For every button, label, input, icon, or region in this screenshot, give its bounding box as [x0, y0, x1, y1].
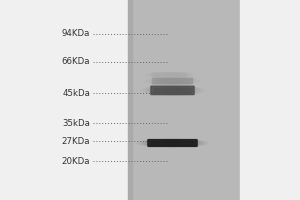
Ellipse shape [147, 140, 198, 146]
Bar [0, 0, 130, 200]
Bar [128, 0, 132, 200]
Text: 35kDa: 35kDa [62, 118, 90, 128]
Ellipse shape [160, 141, 185, 145]
FancyBboxPatch shape [148, 140, 197, 146]
Text: 94KDa: 94KDa [61, 29, 90, 38]
Ellipse shape [152, 87, 193, 94]
Text: 66KDa: 66KDa [61, 58, 90, 66]
Ellipse shape [164, 88, 181, 93]
Ellipse shape [159, 87, 186, 93]
Bar [240, 0, 300, 200]
Ellipse shape [150, 140, 195, 146]
Ellipse shape [152, 140, 193, 146]
Ellipse shape [164, 79, 181, 83]
Ellipse shape [163, 141, 182, 145]
Ellipse shape [162, 79, 183, 83]
Bar [151, 141, 194, 145]
Ellipse shape [165, 141, 180, 145]
Text: 20KDa: 20KDa [61, 156, 90, 166]
Ellipse shape [157, 87, 188, 94]
Ellipse shape [155, 140, 190, 146]
Ellipse shape [162, 88, 183, 93]
Bar [130, 0, 240, 200]
Ellipse shape [166, 88, 179, 93]
Ellipse shape [158, 141, 188, 145]
Text: 45kDa: 45kDa [62, 88, 90, 98]
FancyBboxPatch shape [151, 86, 194, 95]
Ellipse shape [167, 79, 178, 83]
Bar [155, 74, 184, 76]
Bar [155, 79, 190, 83]
Ellipse shape [155, 87, 190, 94]
Text: 27KDa: 27KDa [61, 136, 90, 146]
FancyBboxPatch shape [152, 73, 187, 77]
FancyBboxPatch shape [152, 78, 193, 84]
Bar [154, 88, 191, 93]
